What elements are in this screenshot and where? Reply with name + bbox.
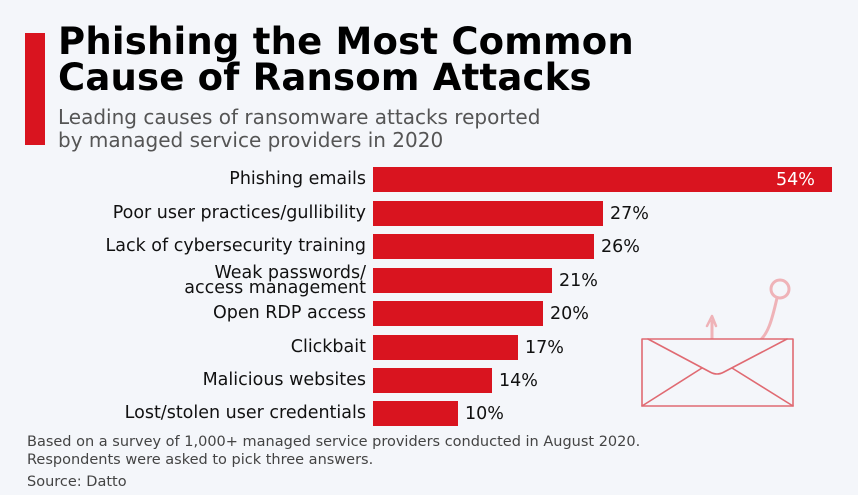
bar-row: Clickbait 17%: [0, 335, 858, 360]
bar-row: Malicious websites 14%: [0, 368, 858, 393]
value-label: 26%: [601, 236, 640, 257]
chart-title: Phishing the Most Common Cause of Ransom…: [58, 20, 634, 99]
value-label: 20%: [550, 303, 589, 324]
value-label: 14%: [499, 370, 538, 391]
bar-row: Lost/stolen user credentials 10%: [0, 401, 858, 426]
footer-note: Based on a survey of 1,000+ managed serv…: [27, 433, 640, 469]
value-label: 17%: [525, 337, 564, 358]
footer-note-line-2: Respondents were asked to pick three ans…: [27, 452, 374, 468]
source-credit: Source: Datto: [27, 474, 127, 490]
bar: [373, 167, 832, 192]
value-label: 27%: [610, 203, 649, 224]
bar: [373, 268, 552, 293]
category-label: Malicious websites: [202, 370, 366, 390]
title-line-2: Cause of Ransom Attacks: [58, 56, 592, 99]
category-label: Phishing emails: [229, 169, 366, 189]
bar: [373, 301, 543, 326]
bar-row: Weak passwords/access management 21%: [0, 262, 858, 298]
value-label: 10%: [465, 403, 504, 424]
category-label: Poor user practices/gullibility: [112, 203, 366, 223]
bar: [373, 368, 492, 393]
category-label: Weak passwords/access management: [184, 262, 366, 298]
bar: [373, 234, 594, 259]
value-label: 21%: [559, 270, 598, 291]
category-label: Open RDP access: [212, 303, 366, 323]
title-line-1: Phishing the Most Common: [58, 20, 634, 63]
chart-subtitle: Leading causes of ransomware attacks rep…: [58, 106, 540, 152]
category-label: Clickbait: [290, 337, 366, 357]
bar: [373, 201, 603, 226]
bar-row: Poor user practices/gullibility 27%: [0, 201, 858, 226]
value-label: 54%: [776, 169, 815, 190]
bar-row: Lack of cybersecurity training 26%: [0, 234, 858, 259]
category-label: Lost/stolen user credentials: [124, 403, 366, 423]
footer-note-line-1: Based on a survey of 1,000+ managed serv…: [27, 434, 641, 450]
bar: [373, 335, 518, 360]
title-accent-bar: [25, 33, 45, 145]
category-label: Lack of cybersecurity training: [105, 236, 366, 256]
bar: [373, 401, 458, 426]
subtitle-line-2: by managed service providers in 2020: [58, 128, 444, 152]
subtitle-line-1: Leading causes of ransomware attacks rep…: [58, 105, 541, 129]
bar-row: Open RDP access 20%: [0, 301, 858, 326]
bar-row: Phishing emails 54%: [0, 167, 858, 192]
